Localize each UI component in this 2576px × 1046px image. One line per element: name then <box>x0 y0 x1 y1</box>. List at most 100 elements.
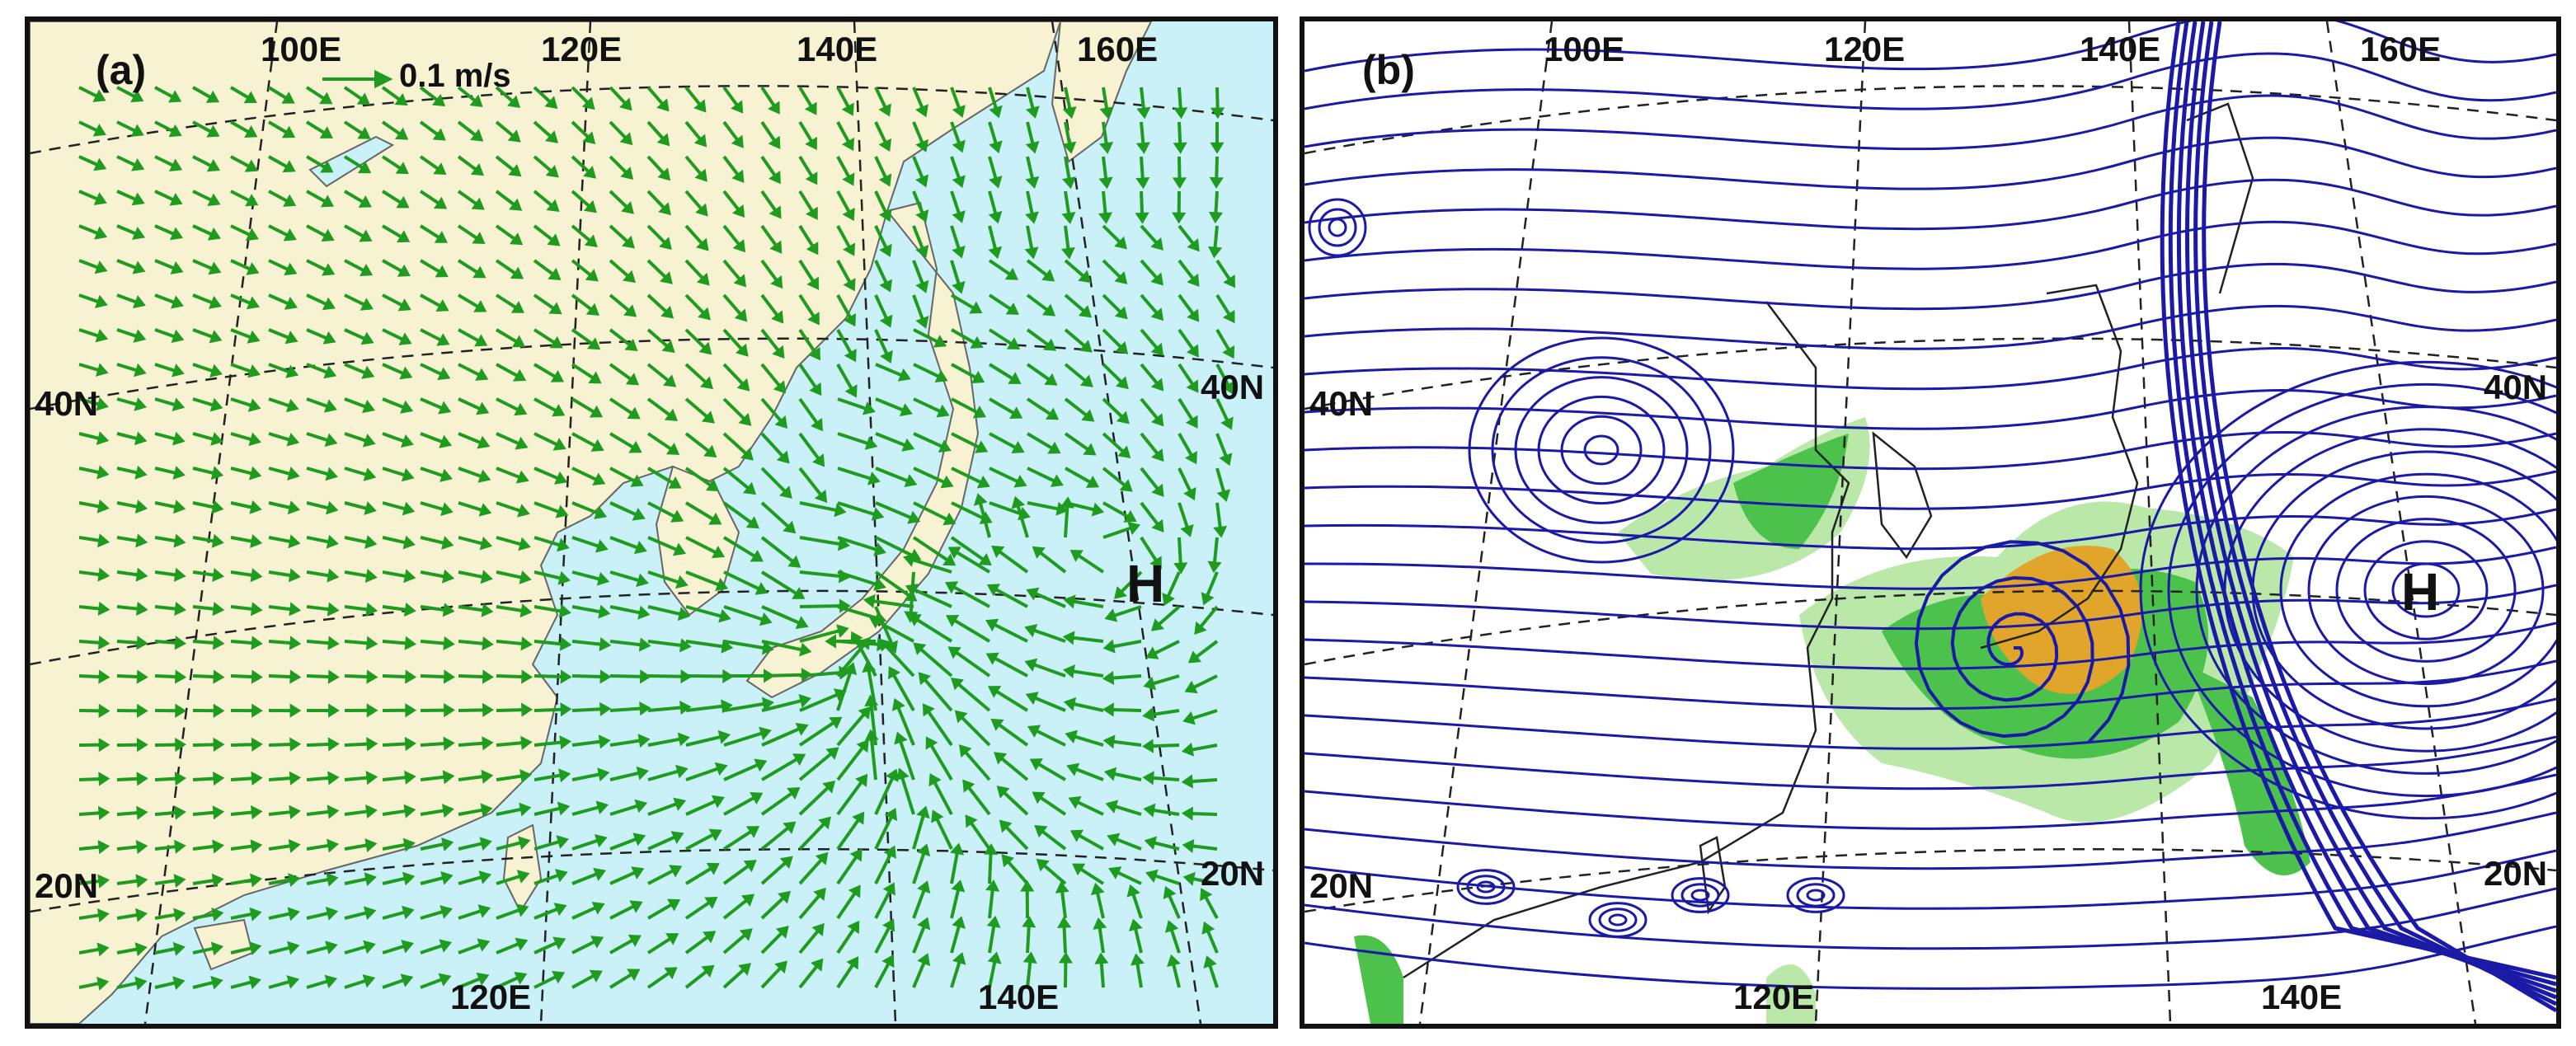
wind-vector-arrow <box>268 536 292 544</box>
wind-vector-arrow <box>609 674 642 678</box>
wind-vector-arrow <box>420 640 446 645</box>
wind-vector-arrow <box>534 674 562 679</box>
wind-vector-arrow <box>344 742 369 747</box>
wind-vector-arrow <box>955 550 991 574</box>
wind-vector-arrow <box>192 844 215 851</box>
streamline <box>2251 450 2556 730</box>
wind-vector-arrow <box>988 889 994 919</box>
wind-vector-arrow <box>1208 964 1219 988</box>
streamline <box>1304 346 2556 391</box>
wind-vector-head <box>1150 237 1163 251</box>
wind-vector-arrow <box>268 605 292 612</box>
wind-vector-arrow <box>1074 734 1104 747</box>
wind-vector-arrow <box>344 640 369 645</box>
wind-vector-head <box>506 95 521 109</box>
wind-vector-arrow <box>966 786 991 816</box>
wind-vector-head <box>985 618 999 632</box>
wind-vector-head <box>471 197 485 210</box>
wind-vector-head <box>991 545 1005 558</box>
wind-vector-arrow <box>306 776 331 781</box>
wind-vector-arrow <box>458 501 483 512</box>
wind-vector-arrow <box>78 155 99 167</box>
wind-vector-head <box>915 174 929 188</box>
wind-vector-arrow <box>647 570 680 584</box>
wind-vector-arrow <box>1113 772 1142 781</box>
wind-vector-head <box>588 371 602 384</box>
wind-vector-arrow <box>458 432 482 445</box>
wind-vector-arrow <box>760 432 785 458</box>
wind-vector-arrow <box>684 900 711 920</box>
panel-a-tick-bottom-120e: 120E <box>450 978 532 1016</box>
wind-vector-arrow <box>343 190 364 204</box>
wind-vector-head <box>680 669 693 684</box>
wind-vector-head <box>630 474 644 487</box>
wind-vector-head <box>211 533 224 548</box>
wind-vector-arrow <box>1102 526 1132 539</box>
wind-vector-arrow <box>533 190 553 208</box>
wind-vector-head <box>519 802 532 817</box>
wind-vector-arrow <box>647 674 683 678</box>
wind-vector-arrow <box>571 940 596 955</box>
wind-vector-head <box>1182 711 1196 725</box>
wind-vector-head <box>1078 270 1092 284</box>
wind-vector-head <box>990 718 1004 731</box>
wind-vector-head <box>973 493 988 506</box>
wind-vector-head <box>283 194 297 207</box>
wind-vector-arrow <box>760 120 777 143</box>
wind-vector-head <box>515 903 529 917</box>
wind-vector-head <box>989 140 1003 154</box>
wind-vector-arrow <box>344 259 365 273</box>
wind-vector-head <box>1162 592 1176 606</box>
wind-vector-head <box>174 805 186 820</box>
wind-vector-arrow <box>988 293 1013 311</box>
wind-vector-head <box>731 100 744 114</box>
wind-vector-arrow <box>78 879 101 885</box>
wind-vector-head <box>878 103 891 117</box>
wind-vector-head <box>134 465 148 480</box>
wind-vector-head <box>620 167 634 180</box>
wind-vector-head <box>135 601 148 617</box>
wind-vector-arrow <box>154 432 176 441</box>
wind-vector-arrow <box>230 155 251 168</box>
wind-vector-arrow <box>116 155 137 167</box>
wind-vector-head <box>1024 624 1038 638</box>
wind-vector-arrow <box>915 617 953 643</box>
wind-vector-arrow <box>116 981 139 989</box>
wind-vector-head <box>1062 631 1075 645</box>
wind-vector-arrow <box>78 467 101 475</box>
wind-vector-arrow <box>1102 397 1124 419</box>
wind-vector-arrow <box>609 536 639 550</box>
wind-vector-arrow <box>1072 701 1104 712</box>
wind-vector-head <box>325 906 339 921</box>
wind-vector-arrow <box>646 467 675 485</box>
wind-vector-arrow <box>760 791 793 816</box>
wind-vector-arrow <box>684 86 702 106</box>
wind-vector-head <box>547 233 561 246</box>
wind-vector-head <box>947 546 961 560</box>
wind-vector-head <box>1105 800 1119 814</box>
wind-vector-head <box>400 434 414 448</box>
wind-vector-head <box>625 373 640 386</box>
wind-vector-head <box>987 951 1002 964</box>
wind-vector-arrow <box>646 328 669 348</box>
wind-vector-arrow <box>1064 190 1071 215</box>
wind-vector-head <box>365 771 378 786</box>
wind-vector-head <box>700 376 713 390</box>
wind-vector-arrow <box>722 120 740 142</box>
wind-vector-arrow <box>306 742 331 747</box>
wind-vector-head <box>736 378 750 392</box>
wind-vector-arrow <box>609 120 628 140</box>
wind-vector-arrow <box>799 629 840 643</box>
wind-vector-head <box>96 465 110 480</box>
wind-vector-head <box>361 365 375 379</box>
wind-vector-arrow <box>684 432 711 453</box>
wind-vector-arrow <box>836 190 851 213</box>
wind-vector-arrow <box>344 536 369 544</box>
panel-b-tick-160e: 160E <box>2360 30 2442 68</box>
wind-vector-head <box>737 963 751 976</box>
wind-vector-head <box>905 584 919 597</box>
wind-vector-arrow <box>988 259 1012 276</box>
wind-vector-arrow <box>420 909 444 920</box>
wind-vector-head <box>364 501 377 515</box>
wind-vector-head <box>136 737 148 753</box>
